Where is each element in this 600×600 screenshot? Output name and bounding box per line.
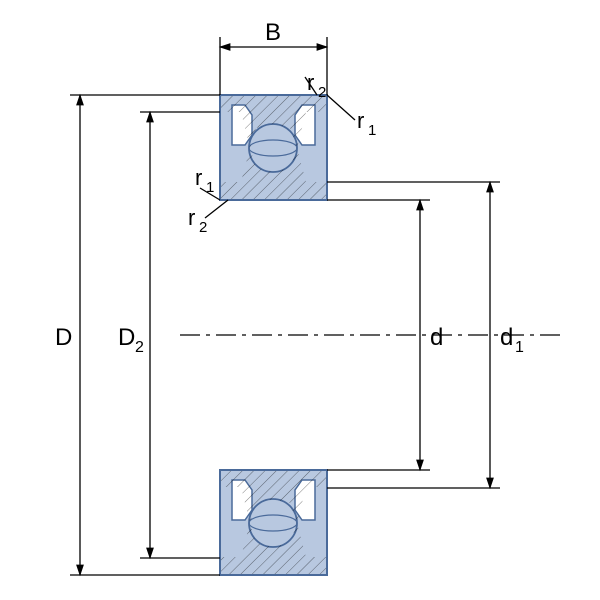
label-d1-sub: 1 (515, 339, 524, 356)
bearing-diagram: B D D 2 d d 1 r 1 r 2 (0, 0, 600, 600)
bottom-section (220, 470, 327, 575)
label-r2-a: r (307, 70, 314, 95)
label-r2-b: r (188, 205, 195, 230)
label-B: B (265, 19, 281, 46)
dim-D2: D 2 (118, 112, 220, 558)
label-r1-b: r (195, 165, 202, 190)
label-r2-b-sub: 2 (199, 219, 207, 236)
label-r2-a-sub: 2 (318, 84, 326, 101)
callout-r1-top: r 1 (327, 95, 376, 139)
top-section (220, 95, 327, 200)
label-r1-b-sub: 1 (206, 179, 214, 196)
label-d1: d (500, 324, 513, 351)
callout-r1-bottom: r 1 (195, 165, 220, 200)
callout-r2-bottom: r 2 (188, 200, 228, 236)
label-r1-a-sub: 1 (368, 122, 376, 139)
label-d: d (430, 324, 443, 351)
label-D2-sub: 2 (135, 339, 144, 356)
label-r1-a: r (357, 108, 364, 133)
label-D2: D (118, 324, 135, 351)
label-D: D (55, 324, 72, 351)
